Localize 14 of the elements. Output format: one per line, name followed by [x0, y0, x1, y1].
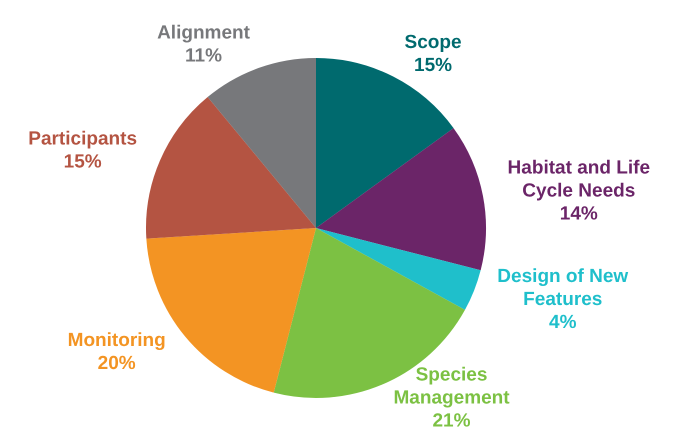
data-label: 20% [98, 353, 136, 374]
data-label: 15% [414, 54, 452, 76]
data-label: 15% [64, 151, 102, 172]
slice-label: Participants [28, 128, 138, 150]
data-label: 21% [432, 410, 471, 432]
data-label: 11% [185, 45, 222, 66]
data-label: 14% [560, 204, 598, 225]
slice-label: Monitoring [68, 330, 166, 352]
data-label: 4% [549, 312, 577, 334]
slice-label: Alignment [157, 22, 251, 44]
slice-label: Scope [404, 32, 462, 53]
slice-label: Habitat and Life Cycle Needs [508, 158, 650, 202]
slice-label: Species Management [393, 364, 510, 409]
slice-label: Design of New Features [497, 266, 628, 310]
